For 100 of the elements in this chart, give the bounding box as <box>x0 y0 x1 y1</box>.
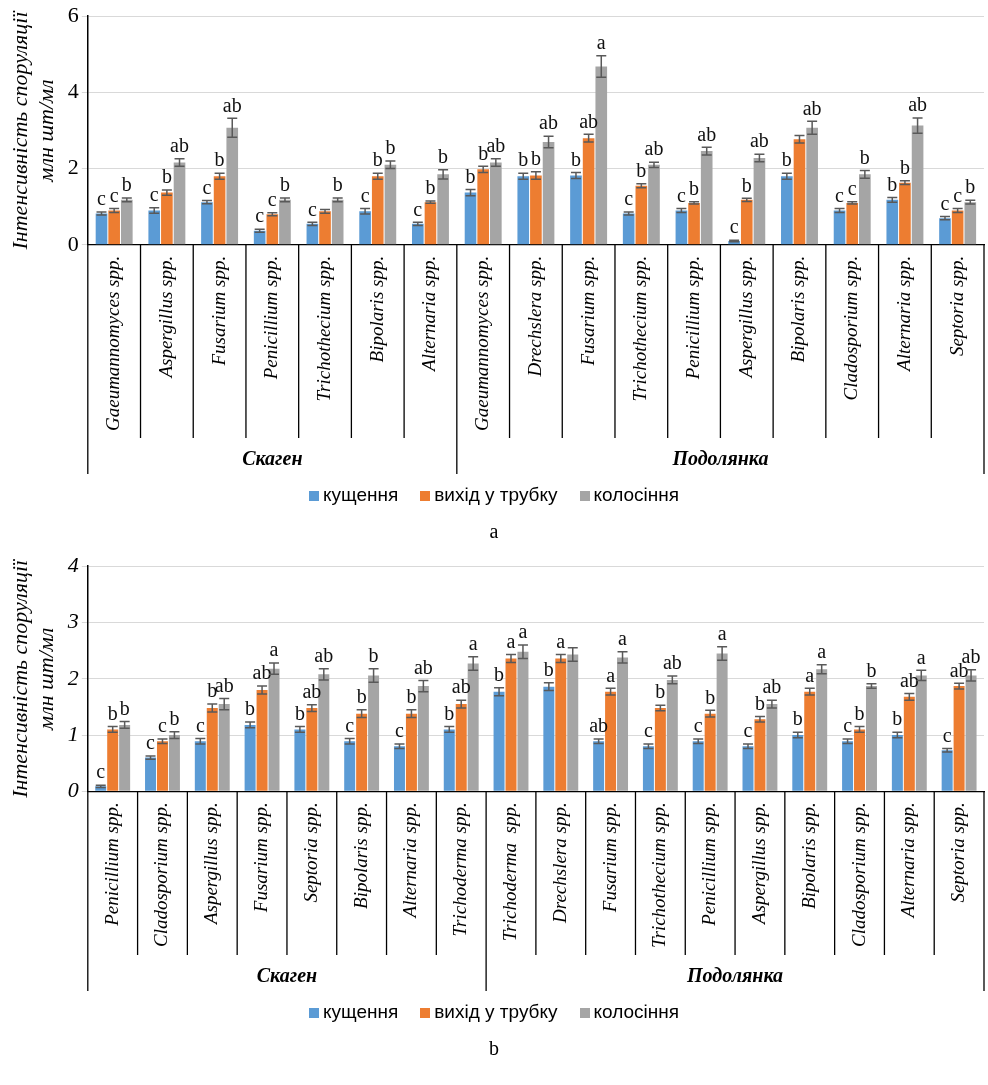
data-label: a <box>596 31 606 54</box>
data-label: c <box>202 175 212 198</box>
data-label: b <box>245 697 256 720</box>
text: Подолянка <box>686 964 784 987</box>
bar <box>331 199 344 245</box>
data-label: c <box>267 188 277 211</box>
bar <box>279 199 291 245</box>
bar <box>617 657 629 791</box>
data-label: c <box>643 719 653 742</box>
bar <box>156 741 168 791</box>
x-tick-label: Aspergillus spp. <box>200 802 222 927</box>
bar <box>517 176 530 245</box>
bar <box>517 651 529 791</box>
bar <box>359 211 371 245</box>
bar <box>493 691 505 791</box>
bar <box>226 127 239 245</box>
data-label: ab <box>899 668 919 691</box>
data-label: ab <box>662 651 682 674</box>
data-label: c <box>847 177 857 200</box>
bar <box>891 735 903 791</box>
bar <box>700 151 713 245</box>
data-label: b <box>444 701 455 724</box>
bar <box>953 686 965 791</box>
x-tick-label: Fusarium spp. <box>207 255 229 367</box>
data-label: ab <box>302 679 322 702</box>
legend-label: колосіння <box>592 1001 680 1023</box>
data-label: c <box>624 187 634 210</box>
bar <box>371 176 384 245</box>
data-label: c <box>693 714 703 737</box>
x-tick-label: Bipolaris spp. <box>365 255 387 363</box>
data-label: b <box>119 696 130 719</box>
bar <box>542 141 555 245</box>
data-label: b <box>887 172 898 195</box>
data-label: c <box>195 713 205 736</box>
bar <box>951 210 964 245</box>
x-tick-label: Fusarium spp. <box>598 802 620 914</box>
bar <box>555 658 567 791</box>
text: Скаген <box>242 447 303 470</box>
bar <box>793 139 806 245</box>
data-label: b <box>438 145 449 167</box>
bar <box>766 704 778 791</box>
data-label: b <box>543 657 554 680</box>
x-tick-label: Alternaria spp. <box>399 802 421 920</box>
data-label: ab <box>252 661 272 684</box>
bar <box>753 157 766 245</box>
bar <box>201 202 213 245</box>
x-tick-label: Penicillium spp. <box>682 255 704 381</box>
data-label: b <box>866 659 877 682</box>
y-tick-label: 6 <box>67 1 79 27</box>
data-label: c <box>158 714 168 737</box>
bar <box>206 708 218 791</box>
y-tick-label: 2 <box>67 154 79 180</box>
text: Подолянка <box>671 447 769 470</box>
data-label: ab <box>314 643 334 666</box>
bar <box>833 210 846 245</box>
data-label: b <box>425 176 436 199</box>
y-tick-label: 2 <box>67 664 79 690</box>
bar <box>654 708 666 791</box>
legend-label: кущення <box>321 1001 399 1023</box>
bar <box>490 162 502 245</box>
data-label: c <box>149 183 159 206</box>
data-label: ab <box>644 137 664 160</box>
legend-label: вихід у трубку <box>433 484 558 506</box>
bar <box>108 210 120 245</box>
bar <box>941 750 953 791</box>
x-tick-label: Septoria spp. <box>945 255 967 357</box>
x-tick-label: Aspergillus spp. <box>154 255 176 380</box>
data-label: c <box>345 713 355 736</box>
data-label: ab <box>579 109 599 132</box>
x-tick-label: Gaeumannomyces spp. <box>102 255 124 431</box>
bar <box>530 175 542 245</box>
data-label: b <box>214 148 225 171</box>
bar <box>842 741 854 791</box>
bar <box>939 218 951 245</box>
x-tick-label: Septoria spp. <box>947 802 969 903</box>
bar <box>120 199 133 245</box>
x-tick-label: Trichothecium spp. <box>313 255 335 402</box>
bar <box>477 169 489 245</box>
x-tick-label: Gaeumannomyces spp. <box>471 255 493 431</box>
data-label: c <box>743 719 753 742</box>
text: Скаген <box>256 964 318 987</box>
data-label: ab <box>762 675 782 698</box>
data-label: b <box>406 684 417 707</box>
data-label: a <box>916 645 926 668</box>
bar <box>437 174 449 245</box>
x-tick-label: Trichoderma spp. <box>449 802 471 937</box>
data-label: a <box>468 632 478 655</box>
bar <box>173 162 186 245</box>
text: b <box>488 1036 500 1061</box>
bar <box>582 138 595 245</box>
data-label: ab <box>451 675 471 698</box>
bar <box>964 202 977 245</box>
bar <box>213 176 226 245</box>
bar <box>666 679 678 791</box>
data-label: ab <box>802 96 822 119</box>
data-label: b <box>294 701 305 724</box>
x-tick-label: Fusarium spp. <box>576 255 598 367</box>
data-label: ab <box>170 133 189 156</box>
bar <box>854 729 866 791</box>
bar <box>168 735 180 791</box>
